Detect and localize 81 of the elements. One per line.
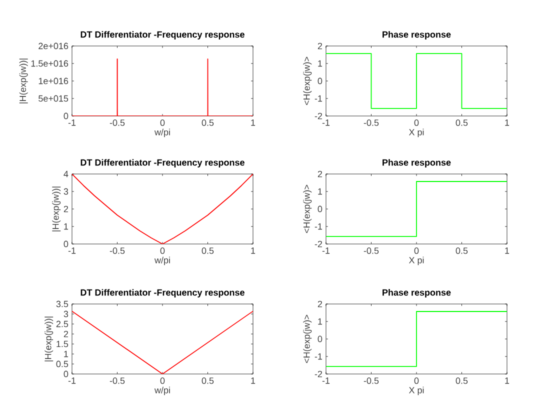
y-tick-label: 1 xyxy=(64,350,68,358)
y-tick-label: 0 xyxy=(64,112,68,120)
y-tick-label: 2.5 xyxy=(56,320,68,328)
x-axis-title: w/pi xyxy=(154,128,170,138)
y-tick-label: 3 xyxy=(64,188,68,195)
y-tick-label: -1 xyxy=(314,353,322,360)
x-tick-label: -0.5 xyxy=(364,120,379,126)
y-tick-label: -2 xyxy=(314,112,322,120)
chart-title: DT Differentiator -Frequency response xyxy=(80,159,244,168)
y-tick-label: 0 xyxy=(318,206,322,212)
chart-title: Phase response xyxy=(382,31,451,40)
x-tick-label: 1 xyxy=(505,248,510,254)
x-axis-title: w/pi xyxy=(154,256,170,266)
y-tick-label: 1.5 xyxy=(56,340,68,348)
x-tick-label: 1 xyxy=(505,378,510,384)
y-tick-label: 2 xyxy=(318,42,322,50)
x-tick-label: -0.5 xyxy=(364,378,379,384)
x-tick-label: 0 xyxy=(160,378,165,384)
y-tick-label: 0 xyxy=(64,240,68,248)
y-tick-label: 0 xyxy=(318,78,322,84)
chart-title: DT Differentiator -Frequency response xyxy=(80,289,244,298)
chart-title: Phase response xyxy=(382,289,451,298)
y-tick-label: 0 xyxy=(64,370,68,378)
x-tick-label: 1 xyxy=(251,120,256,126)
y-tick-label: 3 xyxy=(64,310,68,318)
x-tick-label: -1 xyxy=(68,120,76,126)
x-tick-label: -1 xyxy=(68,248,76,254)
y-tick-label: 2e+016 xyxy=(38,42,68,50)
chart-title: DT Differentiator -Frequency response xyxy=(80,31,244,40)
x-axis-title: X pi xyxy=(408,128,424,138)
y-tick-label: 3.5 xyxy=(56,300,68,308)
y-tick-label: 0 xyxy=(318,336,322,342)
x-tick-label: -0.5 xyxy=(110,120,125,126)
y-axis-title: |H(exp(jw))| xyxy=(52,186,61,232)
y-tick-label: 1.5e+016 xyxy=(31,60,68,67)
y-tick-label: -1 xyxy=(314,223,322,230)
x-tick-label: 0 xyxy=(414,120,419,126)
x-tick-label: -1 xyxy=(68,378,76,384)
x-tick-label: 1 xyxy=(251,248,256,254)
x-axis-title: X pi xyxy=(408,256,424,266)
x-tick-label: -0.5 xyxy=(110,248,125,254)
y-axis-title: <H(exp(jw)> xyxy=(303,314,312,364)
x-tick-label: -0.5 xyxy=(110,378,125,384)
x-tick-label: -1 xyxy=(322,248,330,254)
y-tick-label: 2 xyxy=(318,170,322,178)
x-tick-label: -0.5 xyxy=(364,248,379,254)
x-tick-label: 1 xyxy=(251,378,256,384)
y-tick-label: 0.5 xyxy=(56,360,68,368)
x-tick-label: 0 xyxy=(160,120,165,126)
y-axis-title: |H(exp(jw))| xyxy=(19,58,28,104)
y-tick-label: -1 xyxy=(314,95,322,102)
y-axis-title: <H(exp(jw)> xyxy=(303,184,312,234)
x-tick-label: 0.5 xyxy=(202,120,214,126)
chart-title: Phase response xyxy=(382,159,451,168)
x-tick-label: 0.5 xyxy=(202,378,214,384)
y-tick-label: 4 xyxy=(64,170,68,178)
x-tick-label: 0 xyxy=(414,248,419,254)
y-tick-label: 1 xyxy=(318,188,322,195)
y-tick-label: 2 xyxy=(64,206,68,212)
x-tick-label: -1 xyxy=(322,120,330,126)
y-tick-label: 1 xyxy=(318,318,322,325)
x-tick-label: 0 xyxy=(160,248,165,254)
x-tick-label: 0.5 xyxy=(456,120,468,126)
y-tick-label: 1 xyxy=(318,60,322,67)
y-tick-label: 1e+016 xyxy=(38,78,68,84)
x-tick-label: 1 xyxy=(505,120,510,126)
x-axis-title: X pi xyxy=(408,386,424,396)
y-tick-label: 2 xyxy=(64,330,68,338)
y-tick-label: 1 xyxy=(64,223,68,230)
x-tick-label: -1 xyxy=(322,378,330,384)
x-tick-label: 0.5 xyxy=(202,248,214,254)
y-axis-title: |H(exp(jw))| xyxy=(44,316,54,362)
x-axis-title: w/pi xyxy=(154,386,170,396)
y-tick-label: 2 xyxy=(318,300,322,308)
x-tick-label: 0 xyxy=(414,378,419,384)
y-axis-title: <H(exp(jw)> xyxy=(303,56,312,106)
y-tick-label: -2 xyxy=(314,240,322,248)
x-tick-label: 0.5 xyxy=(456,378,468,384)
x-tick-label: 0.5 xyxy=(456,248,468,254)
y-tick-label: -2 xyxy=(314,370,322,378)
y-tick-label: 5e+015 xyxy=(38,95,68,102)
